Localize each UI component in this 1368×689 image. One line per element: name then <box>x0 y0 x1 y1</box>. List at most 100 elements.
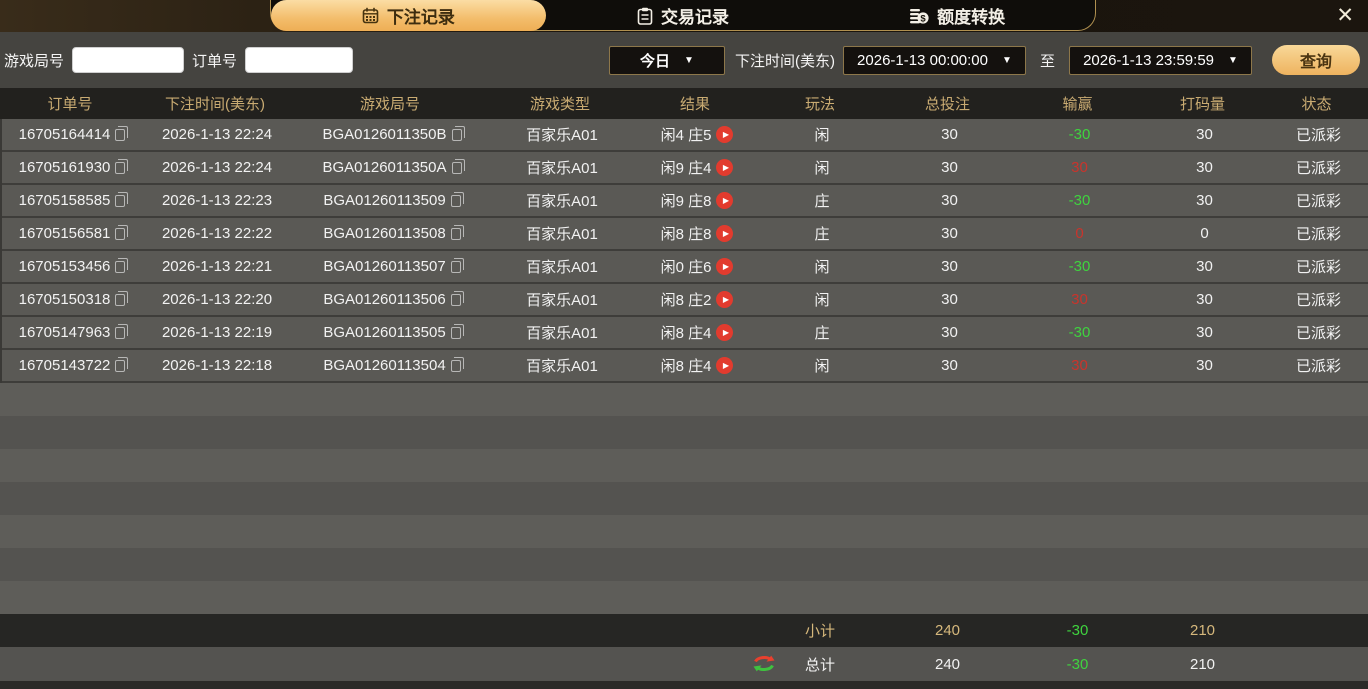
to-label: 至 <box>1039 52 1055 70</box>
bet-time-label: 下注时间(美东) <box>734 52 835 70</box>
status-value: 已派彩 <box>1295 292 1341 309</box>
bet-time-value: 2026-1-13 22:21 <box>161 258 273 275</box>
game-round-value: BGA01260113505 <box>323 324 446 341</box>
coins-icon: $ <box>910 7 929 25</box>
end-time-select[interactable]: 2026-1-13 23:59:59 ▼ <box>1069 45 1252 75</box>
order-no-value: 16705158585 <box>18 192 111 209</box>
game-round-label: 游戏局号 <box>4 52 65 70</box>
order-no-value: 16705153456 <box>18 258 111 275</box>
copy-icon[interactable] <box>115 290 129 306</box>
status-value: 已派彩 <box>1295 325 1341 342</box>
table-row: 16705156581 2026-1-13 22:22 BGA012601135… <box>2 218 1368 251</box>
status-value: 已派彩 <box>1295 160 1341 177</box>
result-value: 闲8 庄4 <box>660 358 712 375</box>
tab-transaction-records[interactable]: 交易记录 <box>546 0 821 31</box>
tab-label: 交易记录 <box>661 8 729 27</box>
copy-icon[interactable] <box>450 224 464 240</box>
empty-rows <box>0 383 1368 614</box>
col-header-order-no: 订单号 <box>47 96 93 113</box>
play-icon[interactable]: ▶ <box>716 192 734 209</box>
date-range-select[interactable]: 今日 ▼ <box>608 45 725 75</box>
total-bet-value: 30 <box>941 126 958 143</box>
bet-time-value: 2026-1-13 22:22 <box>161 225 273 242</box>
empty-row <box>0 482 1368 515</box>
result-value: 闲0 庄6 <box>660 259 712 276</box>
total-bet-value: 30 <box>941 159 958 176</box>
play-icon[interactable]: ▶ <box>716 159 734 176</box>
copy-icon[interactable] <box>115 323 129 339</box>
tab-betting-records[interactable]: 下注记录 <box>271 0 546 31</box>
turnover-value: 30 <box>1196 159 1213 176</box>
bet-time-value: 2026-1-13 22:24 <box>161 126 273 143</box>
query-button[interactable]: 查询 <box>1272 45 1360 75</box>
game-type-value: 百家乐A01 <box>526 127 598 144</box>
copy-icon[interactable] <box>450 191 464 207</box>
copy-icon[interactable] <box>115 224 129 240</box>
copy-icon[interactable] <box>115 158 129 174</box>
copy-icon[interactable] <box>115 356 129 372</box>
game-round-value: BGA01260113504 <box>323 357 446 374</box>
turnover-value: 0 <box>1200 225 1209 242</box>
play-value: 闲 <box>814 358 830 375</box>
order-no-label: 订单号 <box>192 52 238 70</box>
tab-bar: 下注记录 交易记录 <box>0 0 1368 32</box>
copy-icon[interactable] <box>450 323 464 339</box>
copy-icon[interactable] <box>115 257 129 273</box>
game-round-input[interactable] <box>72 47 185 73</box>
game-type-value: 百家乐A01 <box>526 226 598 243</box>
table-row: 16705143722 2026-1-13 22:18 BGA012601135… <box>2 350 1368 383</box>
play-icon[interactable]: ▶ <box>716 225 734 242</box>
table-row: 16705153456 2026-1-13 22:21 BGA012601135… <box>2 251 1368 284</box>
play-icon[interactable]: ▶ <box>716 258 734 275</box>
play-value: 闲 <box>814 127 830 144</box>
result-value: 闲9 庄8 <box>660 193 712 210</box>
tab-group: 下注记录 交易记录 <box>270 0 1096 31</box>
total-bet-value: 30 <box>941 225 958 242</box>
status-value: 已派彩 <box>1295 127 1341 144</box>
turnover-value: 30 <box>1196 192 1213 209</box>
play-icon[interactable]: ▶ <box>716 324 734 341</box>
chevron-down-icon: ▼ <box>1002 54 1012 66</box>
bottom-strip <box>0 681 1368 689</box>
subtotal-win-loss: -30 <box>1066 622 1089 639</box>
copy-icon[interactable] <box>451 158 465 174</box>
order-no-value: 16705156581 <box>18 225 111 242</box>
game-round-value: BGA01260113506 <box>323 291 446 308</box>
table-header: 订单号 下注时间(美东) 游戏局号 游戏类型 结果 玩法 总投注 输赢 打码量 … <box>0 88 1368 119</box>
play-value: 闲 <box>814 259 830 276</box>
col-header-total-bet: 总投注 <box>924 96 970 113</box>
total-bet-value: 30 <box>941 192 958 209</box>
turnover-value: 30 <box>1196 357 1213 374</box>
game-type-value: 百家乐A01 <box>526 160 598 177</box>
play-icon[interactable]: ▶ <box>716 291 734 308</box>
copy-icon[interactable] <box>115 125 129 141</box>
col-header-game-type: 游戏类型 <box>529 96 590 113</box>
game-type-value: 百家乐A01 <box>526 259 598 276</box>
col-header-game-round: 游戏局号 <box>359 96 420 113</box>
subtotal-turnover: 210 <box>1189 622 1216 639</box>
result-value: 闲8 庄8 <box>660 226 712 243</box>
result-value: 闲9 庄4 <box>660 160 712 177</box>
win-loss-value: -30 <box>1068 192 1091 209</box>
win-loss-value: 30 <box>1071 159 1088 176</box>
swap-refresh-icon[interactable] <box>753 654 775 677</box>
play-icon[interactable]: ▶ <box>716 357 734 374</box>
close-button[interactable]: ✕ <box>1336 4 1354 27</box>
col-header-bet-time: 下注时间(美东) <box>165 96 265 113</box>
total-total-bet: 240 <box>934 655 961 673</box>
turnover-value: 30 <box>1196 324 1213 341</box>
copy-icon[interactable] <box>115 191 129 207</box>
empty-row <box>0 581 1368 614</box>
order-no-input[interactable] <box>245 47 354 73</box>
tab-credit-conversion[interactable]: $ 额度转换 <box>820 0 1095 31</box>
play-value: 庄 <box>814 325 830 342</box>
start-time-select[interactable]: 2026-1-13 00:00:00 ▼ <box>842 45 1026 75</box>
win-loss-value: -30 <box>1068 258 1091 275</box>
copy-icon[interactable] <box>451 125 465 141</box>
copy-icon[interactable] <box>450 257 464 273</box>
play-icon[interactable]: ▶ <box>716 126 734 143</box>
win-loss-value: 30 <box>1071 291 1088 308</box>
turnover-value: 30 <box>1196 258 1213 275</box>
copy-icon[interactable] <box>450 356 464 372</box>
copy-icon[interactable] <box>450 290 464 306</box>
